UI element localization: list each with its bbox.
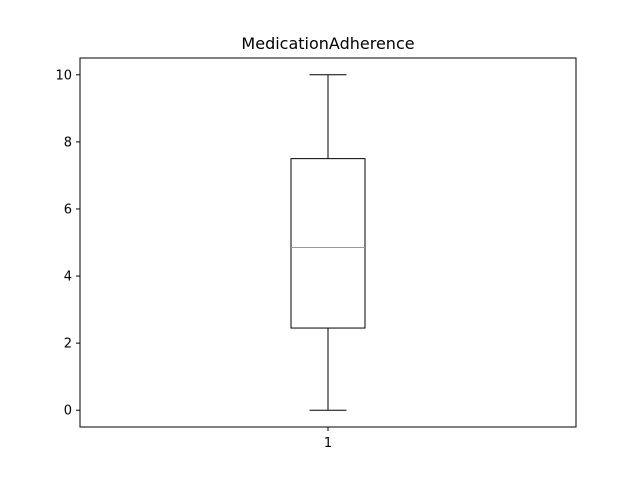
y-tick-label: 10 — [55, 68, 72, 83]
boxes-group — [290, 74, 366, 411]
y-tick-label: 6 — [64, 202, 72, 217]
y-tick-label: 8 — [64, 135, 72, 150]
y-tick-label: 0 — [64, 404, 72, 419]
y-axis: 0 2 4 6 8 10 — [55, 68, 80, 419]
y-tick-label: 4 — [64, 270, 72, 285]
x-tick-label: 1 — [324, 436, 332, 451]
x-axis: 1 — [324, 427, 332, 451]
y-tick-label: 2 — [64, 337, 72, 352]
iqr-box — [290, 158, 366, 329]
chart-title: MedicationAdherence — [241, 34, 414, 53]
